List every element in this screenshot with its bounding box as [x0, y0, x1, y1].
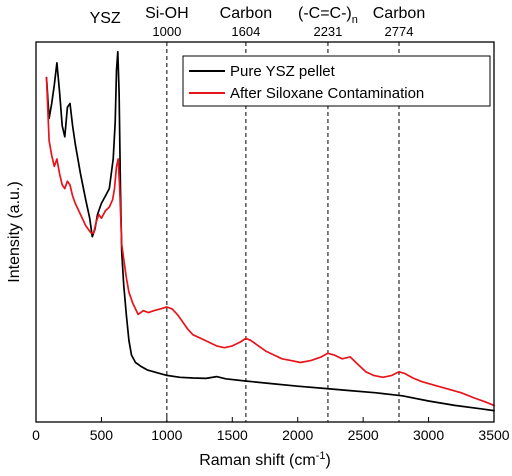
x-tick-label: 3000: [413, 427, 444, 443]
x-axis-ticks-group: 0 500 1000 1500 2000 2500 3000 3500: [32, 417, 510, 443]
peak-label-2231: (-C=C-)n: [298, 5, 358, 26]
legend-label-2: After Siloxane Contamination: [230, 85, 424, 102]
x-tick-label: 1500: [217, 427, 248, 443]
x-tick-label: 2500: [348, 427, 379, 443]
x-tick-label: 1000: [151, 427, 182, 443]
plot-area-frame: [35, 41, 495, 423]
peak-label-2774: Carbon: [373, 5, 425, 22]
y-axis-title: Intensity (a.u.): [6, 181, 23, 282]
x-axis-title: Raman shift (cm-1): [199, 450, 331, 469]
legend-box: [182, 55, 491, 107]
x-tick-label: 0: [32, 427, 40, 443]
x-tick-label: 500: [90, 427, 114, 443]
peak-label-ysz: YSZ: [90, 10, 121, 27]
peak-label-1000: Si-OH: [145, 5, 189, 22]
x-axis-title-suffix: ): [325, 452, 330, 469]
peak-wavenumber-2774: 2774: [385, 24, 414, 39]
series-group: [45, 50, 495, 412]
series-line-2: [45, 76, 495, 407]
legend-label-1: Pure YSZ pellet: [230, 63, 336, 80]
peak-label-subscript: n: [352, 14, 358, 26]
peak-wavenumber-1604: 1604: [231, 24, 260, 39]
x-tick-label: 2000: [282, 427, 313, 443]
series-line-1: [45, 50, 495, 412]
x-tick-label: 3500: [478, 427, 509, 443]
peak-wavenumber-1000: 1000: [152, 24, 181, 39]
peak-label-1604: Carbon: [220, 5, 272, 22]
x-axis-title-main: Raman shift (cm: [199, 452, 315, 469]
peak-wavenumber-2231: 2231: [313, 24, 342, 39]
legend: Pure YSZ pellet After Siloxane Contaminat…: [182, 55, 491, 107]
x-axis-title-superscript: -1: [316, 450, 326, 462]
